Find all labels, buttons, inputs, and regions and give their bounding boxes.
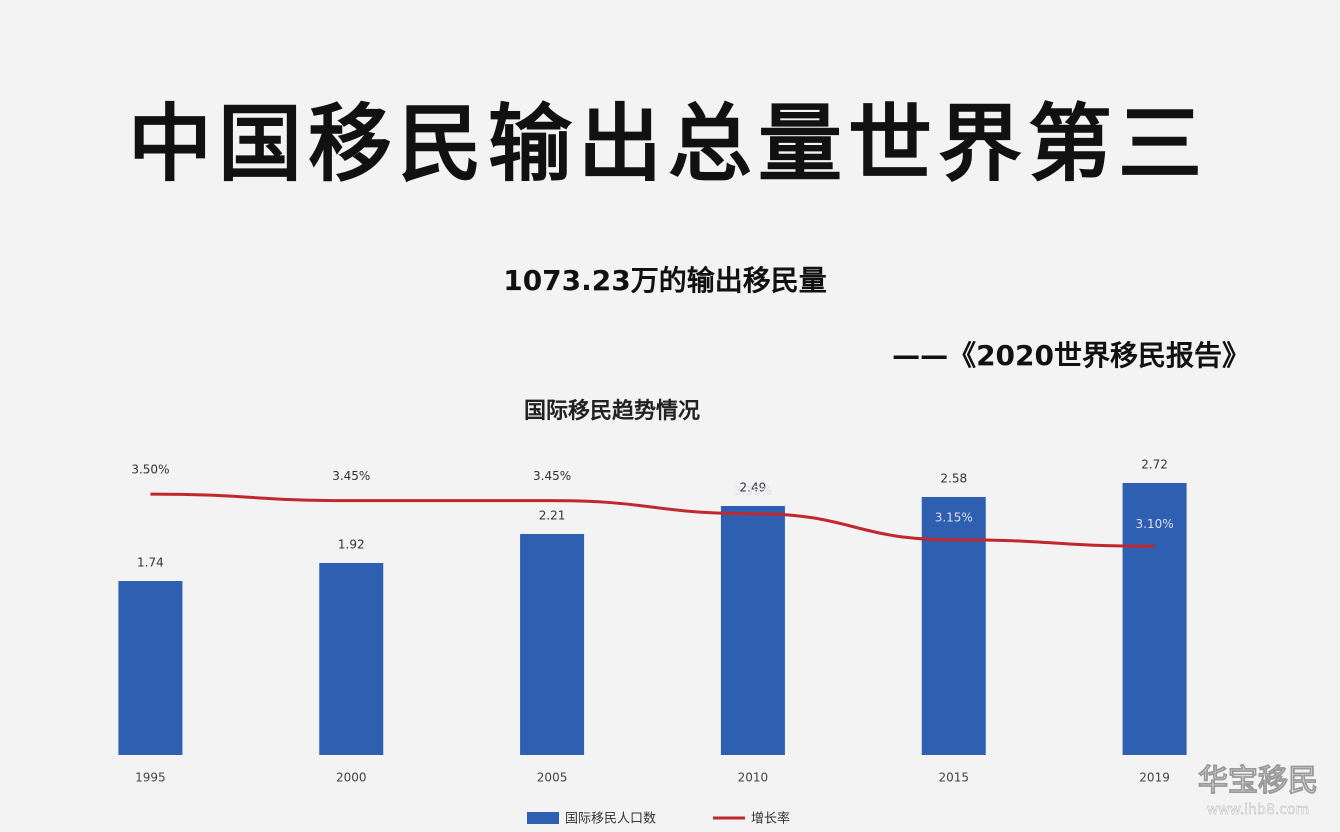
line-label: 3.15% bbox=[935, 510, 973, 524]
x-tick-label: 2010 bbox=[738, 771, 769, 785]
legend-label: 增长率 bbox=[751, 811, 790, 827]
line-label: 3.45% bbox=[332, 469, 370, 483]
bar bbox=[319, 563, 384, 755]
bar-label: 2.49 bbox=[740, 481, 767, 495]
line-label: 3.50% bbox=[131, 463, 169, 477]
bar bbox=[921, 497, 986, 755]
line bbox=[150, 492, 1155, 548]
legend-swatch bbox=[527, 812, 559, 824]
bar-label: 2.58 bbox=[940, 472, 967, 486]
source: ——《2020世界移民报告》 bbox=[892, 339, 1250, 372]
subtitle: 1073.23万的输出移民量 bbox=[503, 264, 827, 297]
bar bbox=[1122, 483, 1187, 755]
main-title: 中国移民输出总量世界第三 bbox=[128, 95, 1208, 193]
bar-label: 1.92 bbox=[338, 538, 365, 552]
bar-label: 1.74 bbox=[137, 556, 164, 570]
x-tick-label: 2005 bbox=[537, 771, 568, 785]
line-label: 3.35% bbox=[734, 484, 772, 498]
bar-label: 2.72 bbox=[1141, 458, 1168, 472]
legend-label: 国际移民人口数 bbox=[565, 812, 656, 827]
x-tick-label: 2019 bbox=[1139, 771, 1170, 785]
bar bbox=[720, 506, 785, 755]
watermark-url: www.ihb8.com bbox=[1207, 802, 1309, 818]
chart-title: 国际移民趋势情况 bbox=[524, 398, 700, 424]
line-label: 3.10% bbox=[1136, 517, 1174, 531]
line-label: 3.45% bbox=[533, 469, 571, 483]
watermark-name: 华宝移民 bbox=[1198, 764, 1318, 799]
x-tick-label: 2015 bbox=[938, 771, 969, 785]
bar bbox=[520, 534, 585, 755]
x-tick-label: 2000 bbox=[336, 771, 367, 785]
x-tick-label: 1995 bbox=[135, 771, 166, 785]
bar-label: 2.21 bbox=[539, 509, 566, 523]
bar bbox=[118, 581, 183, 755]
